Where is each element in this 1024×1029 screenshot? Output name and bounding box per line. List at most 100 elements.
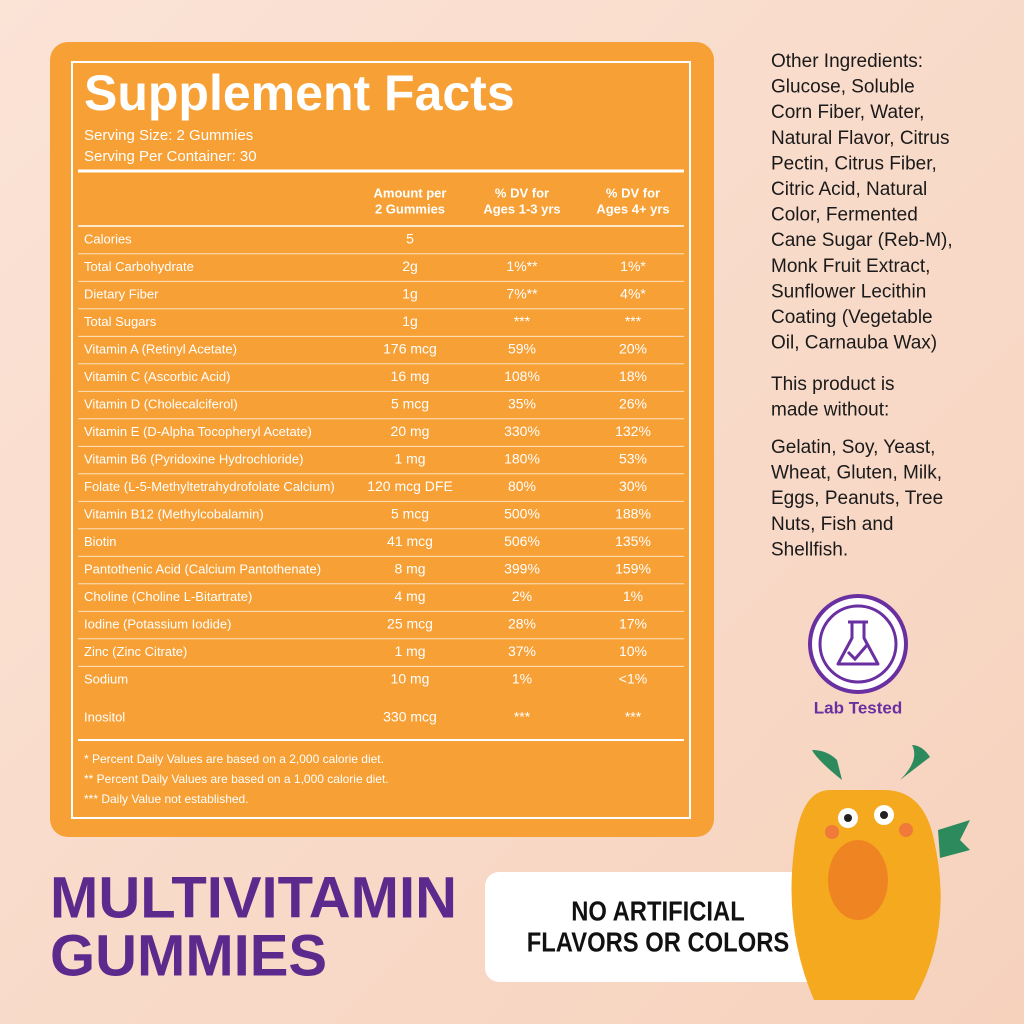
nutrient-value: 10% <box>619 643 647 659</box>
nutrient-value: 1g <box>402 286 418 302</box>
nutrient-name: Vitamin E (D-Alpha Tocopheryl Acetate) <box>84 424 312 439</box>
nutrient-value: 159% <box>615 561 651 577</box>
nutrient-value: 5 mcg <box>391 396 429 412</box>
product-name: MULTIVITAMIN <box>50 865 457 930</box>
nutrient-value: 18% <box>619 368 647 384</box>
nutrient-name: Total Sugars <box>84 314 157 329</box>
nutrient-name: Vitamin B6 (Pyridoxine Hydrochloride) <box>84 451 303 466</box>
nutrient-name: Vitamin A (Retinyl Acetate) <box>84 341 237 356</box>
nutrient-name: Zinc (Zinc Citrate) <box>84 644 187 659</box>
nutrient-value: 59% <box>508 341 536 357</box>
nutrient-value: 17% <box>619 616 647 632</box>
mascot <box>791 745 970 1000</box>
nutrient-value: 180% <box>504 451 540 467</box>
nutrient-value: 330 mcg <box>383 709 437 725</box>
ingredient-line: Monk Fruit Extract, <box>771 256 930 277</box>
nutrient-value: 1 mg <box>394 643 425 659</box>
nutrient-value: 80% <box>508 478 536 494</box>
nutrient-value: 120 mcg DFE <box>367 478 453 494</box>
ingredient-line: Glucose, Soluble <box>771 77 915 98</box>
nutrient-value: 135% <box>615 533 651 549</box>
nutrient-value: 41 mcg <box>387 533 433 549</box>
nutrient-value: 4%* <box>620 286 646 302</box>
column-header: Ages 4+ yrs <box>596 201 669 216</box>
nutrient-value: 28% <box>508 616 536 632</box>
nutrient-value: 16 mg <box>391 368 430 384</box>
nutrient-value: <1% <box>619 671 647 687</box>
facts-border <box>71 61 691 819</box>
ingredient-line: Cane Sugar (Reb-M), <box>771 230 953 251</box>
nutrient-value: 1 mg <box>394 451 425 467</box>
ingredient-line: Sunflower Lecithin <box>771 281 926 302</box>
nutrient-value: *** <box>625 709 642 725</box>
made-without-title: made without: <box>771 400 889 421</box>
banner-text: FLAVORS OR COLORS <box>527 926 790 958</box>
ingredient-line: Oil, Carnauba Wax) <box>771 333 937 354</box>
nutrient-value: 330% <box>504 423 540 439</box>
nutrient-value: 1g <box>402 313 418 329</box>
ingredient-line: Corn Fiber, Water, <box>771 102 924 123</box>
footnote: *** Daily Value not established. <box>84 792 249 806</box>
banner <box>485 872 830 982</box>
nutrient-name: Inositol <box>84 709 125 724</box>
column-header: % DV for <box>495 185 549 200</box>
made-without-line: Wheat, Gluten, Milk, <box>771 463 942 484</box>
product-name: GUMMIES <box>50 923 327 988</box>
nutrient-value: 7%** <box>506 286 538 302</box>
nutrient-value: 132% <box>615 423 651 439</box>
footnote: * Percent Daily Values are based on a 2,… <box>84 752 384 766</box>
nutrient-value: 8 mg <box>394 561 425 577</box>
nutrient-value: 25 mcg <box>387 616 433 632</box>
serving-size: Serving Size: 2 Gummies <box>84 127 253 144</box>
made-without-line: Shellfish. <box>771 539 848 560</box>
ingredient-line: Coating (Vegetable <box>771 307 933 328</box>
ingredient-line: Color, Fermented <box>771 205 918 226</box>
nutrient-value: 1%** <box>506 258 538 274</box>
nutrient-value: 176 mcg <box>383 341 437 357</box>
nutrient-value: 108% <box>504 368 540 384</box>
facts-panel <box>50 42 714 837</box>
nutrient-value: 399% <box>504 561 540 577</box>
made-without-title: This product is <box>771 374 895 395</box>
nutrient-value: 5 mcg <box>391 506 429 522</box>
nutrient-value: 30% <box>619 478 647 494</box>
ingredient-line: Other Ingredients: <box>771 51 923 72</box>
badge-circle <box>808 594 908 694</box>
check-icon <box>846 643 870 662</box>
nutrient-name: Vitamin B12 (Methylcobalamin) <box>84 506 264 521</box>
nutrient-value: 1% <box>512 671 532 687</box>
banner-text: NO ARTIFICIAL <box>571 895 745 927</box>
facts-title: Supplement Facts <box>84 65 515 121</box>
nutrient-name: Iodine (Potassium Iodide) <box>84 616 231 631</box>
nutrient-value: 500% <box>504 506 540 522</box>
nutrient-name: Calories <box>84 231 132 246</box>
nutrient-value: 188% <box>615 506 651 522</box>
nutrient-value: 20% <box>619 341 647 357</box>
badge-ring <box>818 604 898 684</box>
nutrient-value: *** <box>514 709 531 725</box>
made-without-line: Eggs, Peanuts, Tree <box>771 488 943 509</box>
column-header: 2 Gummies <box>375 201 445 216</box>
nutrient-value: 37% <box>508 643 536 659</box>
nutrient-name: Vitamin C (Ascorbic Acid) <box>84 369 230 384</box>
badge-label: Lab Tested <box>814 698 902 717</box>
nutrient-value: 4 mg <box>394 588 425 604</box>
made-without-line: Nuts, Fish and <box>771 514 894 535</box>
flask-icon <box>836 620 880 666</box>
nutrient-value: *** <box>625 313 642 329</box>
column-header: Ages 1-3 yrs <box>483 201 560 216</box>
nutrient-value: 506% <box>504 533 540 549</box>
ingredient-line: Citric Acid, Natural <box>771 179 927 200</box>
nutrient-name: Biotin <box>84 534 117 549</box>
nutrient-name: Sodium <box>84 671 128 686</box>
nutrient-value: 2% <box>512 588 532 604</box>
nutrient-value: 5 <box>406 231 414 247</box>
nutrient-name: Total Carbohydrate <box>84 259 194 274</box>
nutrient-name: Vitamin D (Cholecalciferol) <box>84 396 238 411</box>
footnote: ** Percent Daily Values are based on a 1… <box>84 772 389 786</box>
nutrient-value: 10 mg <box>391 671 430 687</box>
nutrient-value: 26% <box>619 396 647 412</box>
ingredient-line: Pectin, Citrus Fiber, <box>771 153 937 174</box>
column-header: % DV for <box>606 185 660 200</box>
